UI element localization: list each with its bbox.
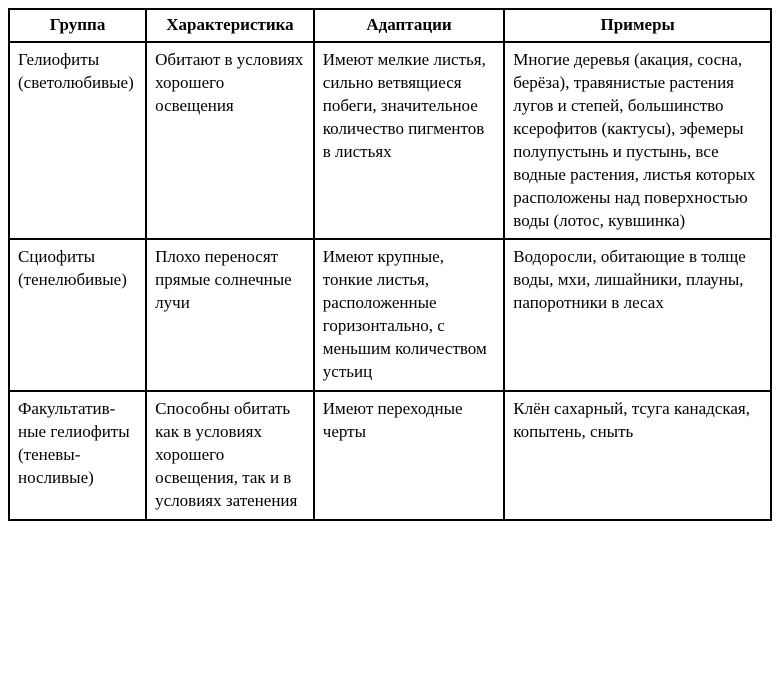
cell-examples: Клён сахарный, тсуга канадская, копытень… [504, 391, 771, 520]
cell-char: Способны оби­тать как в усло­виях хороше… [146, 391, 314, 520]
plant-groups-table: Группа Характеристика Адаптации Примеры … [8, 8, 772, 521]
cell-group: Гелиофиты (светолюби­вые) [9, 42, 146, 240]
cell-adapt: Имеют переход­ные черты [314, 391, 505, 520]
cell-group: Сциофиты (тенелюби­вые) [9, 239, 146, 391]
col-header-char: Характеристика [146, 9, 314, 42]
cell-group: Факультатив­ные гелиофи­ты (теневы­носли… [9, 391, 146, 520]
table-row: Гелиофиты (светолюби­вые) Обитают в усло… [9, 42, 771, 240]
col-header-examples: Примеры [504, 9, 771, 42]
table-row: Сциофиты (тенелюби­вые) Плохо перено­сят… [9, 239, 771, 391]
cell-char: Плохо перено­сят прямые сол­нечные лучи [146, 239, 314, 391]
cell-adapt: Имеют крупные, тонкие листья, расположен… [314, 239, 505, 391]
col-header-group: Группа [9, 9, 146, 42]
cell-char: Обитают в усло­виях хорошего освещения [146, 42, 314, 240]
col-header-adapt: Адаптации [314, 9, 505, 42]
cell-examples: Водоросли, обитающие в толще воды, мхи, … [504, 239, 771, 391]
table-row: Факультатив­ные гелиофи­ты (теневы­носли… [9, 391, 771, 520]
cell-adapt: Имеют мелкие ли­стья, сильно вет­вящиеся… [314, 42, 505, 240]
cell-examples: Многие деревья (ака­ция, сосна, берёза),… [504, 42, 771, 240]
table-header-row: Группа Характеристика Адаптации Примеры [9, 9, 771, 42]
